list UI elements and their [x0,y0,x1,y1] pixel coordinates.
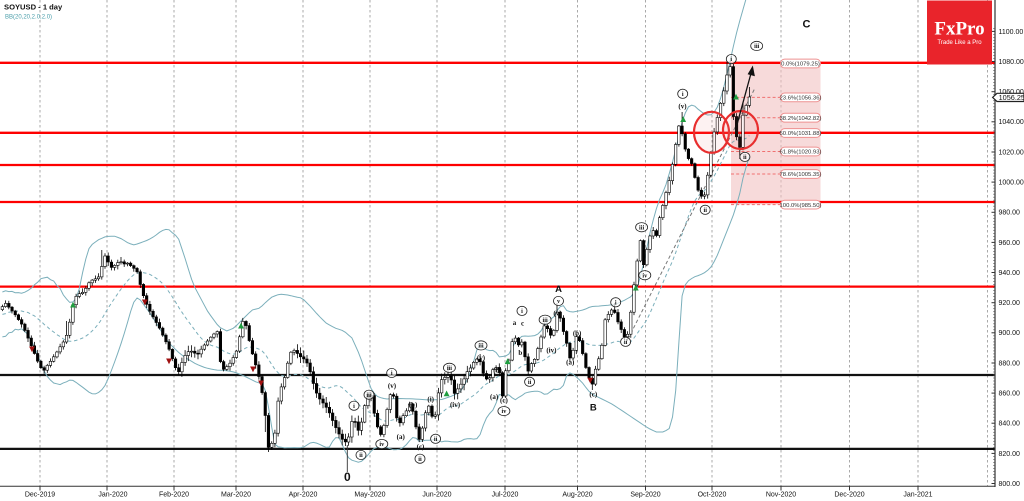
svg-text:iii: iii [366,392,371,399]
svg-text:Oct-2020: Oct-2020 [698,492,727,499]
svg-text:1100.00: 1100.00 [999,29,1024,36]
svg-text:(v): (v) [678,103,687,111]
svg-text:78.6%(1005.35): 78.6%(1005.35) [780,172,822,178]
svg-text:1040.00: 1040.00 [999,119,1024,126]
svg-text:960.00: 960.00 [999,240,1021,247]
svg-text:Jun-2020: Jun-2020 [422,492,451,499]
svg-text:ii: ii [624,339,628,346]
svg-text:1060.00: 1060.00 [999,89,1024,96]
svg-text:(iv): (iv) [450,401,461,409]
svg-text:i: i [353,403,355,410]
svg-text:iii: iii [478,343,483,350]
svg-text:880.00: 880.00 [999,360,1021,367]
svg-text:(i): (i) [427,396,434,404]
svg-text:Dec-2019: Dec-2019 [25,492,55,499]
svg-text:iii: iii [754,43,759,50]
svg-text:iii: iii [639,224,644,231]
svg-text:(b): (b) [573,330,582,338]
svg-text:Dec-2020: Dec-2020 [834,492,864,499]
svg-text:(a): (a) [397,433,406,441]
svg-text:iv: iv [501,408,507,415]
svg-text:(a): (a) [490,393,499,401]
svg-text:FxPro: FxPro [934,19,984,40]
svg-text:ii: ii [359,452,363,459]
svg-text:0: 0 [344,470,351,484]
svg-text:A: A [555,284,562,295]
svg-text:50.0%(1031.88): 50.0%(1031.88) [780,131,822,137]
svg-text:C: C [803,19,811,31]
svg-text:Mar-2020: Mar-2020 [221,492,251,499]
svg-text:ii: ii [743,154,747,161]
svg-text:(b): (b) [493,366,502,374]
svg-text:BB(20,20,2.0,2.0): BB(20,20,2.0,2.0) [5,14,52,20]
svg-text:i: i [730,56,732,63]
svg-text:ii: ii [528,379,532,386]
svg-text:B: B [590,403,597,414]
svg-text:(a): (a) [566,359,575,367]
svg-text:iv: iv [379,441,385,448]
svg-text:v: v [557,298,561,305]
svg-text:(c): (c) [417,443,425,451]
svg-text:Nov-2020: Nov-2020 [766,492,796,499]
svg-text:ii: ii [703,207,707,214]
svg-text:ii: ii [434,436,438,443]
svg-text:820.00: 820.00 [999,451,1021,458]
svg-text:May-2020: May-2020 [354,492,385,499]
svg-text:980.00: 980.00 [999,210,1021,217]
svg-text:1020.00: 1020.00 [999,149,1024,156]
svg-text:i: i [521,308,523,315]
svg-text:(v): (v) [388,382,397,390]
svg-text:1000.00: 1000.00 [999,180,1024,187]
svg-text:(iv): (iv) [546,347,557,355]
svg-text:900.00: 900.00 [999,330,1021,337]
svg-text:iii: iii [543,317,548,324]
svg-text:23.6%(1056.36): 23.6%(1056.36) [780,96,822,102]
svg-text:100.0%(985.50): 100.0%(985.50) [780,203,822,209]
svg-text:Trade Like a Pro: Trade Like a Pro [937,40,982,46]
svg-text:860.00: 860.00 [999,391,1021,398]
svg-text:1080.00: 1080.00 [999,59,1024,66]
svg-text:Apr-2020: Apr-2020 [289,492,318,499]
svg-text:(b): (b) [409,401,418,409]
svg-text:Sep-2020: Sep-2020 [630,492,660,499]
svg-text:(v): (v) [477,354,486,362]
svg-text:Feb-2020: Feb-2020 [159,492,189,499]
svg-text:(c): (c) [589,391,597,399]
svg-text:iv: iv [642,272,648,279]
svg-text:ii: ii [418,456,422,463]
svg-text:i: i [682,91,684,98]
svg-text:940.00: 940.00 [999,270,1021,277]
svg-text:i: i [391,370,393,377]
svg-text:61.8%(1020.93): 61.8%(1020.93) [780,150,822,156]
svg-text:(v): (v) [553,309,562,317]
svg-text:840.00: 840.00 [999,421,1021,428]
svg-text:800.00: 800.00 [999,481,1021,488]
svg-text:Jan-2020: Jan-2020 [98,492,127,499]
svg-text:b: b [518,349,522,357]
svg-text:0.0%(1079.25): 0.0%(1079.25) [781,62,820,68]
svg-text:1056.25: 1056.25 [999,93,1024,102]
svg-text:c: c [521,320,524,328]
svg-text:Aug-2020: Aug-2020 [562,492,592,499]
svg-text:SOYUSD - 1 day: SOYUSD - 1 day [4,2,63,11]
svg-text:920.00: 920.00 [999,300,1021,307]
svg-text:a: a [513,319,517,327]
svg-text:Jul-2020: Jul-2020 [492,492,519,499]
svg-text:iii: iii [447,365,452,372]
svg-text:i: i [615,299,617,306]
svg-text:38.2%(1042.82): 38.2%(1042.82) [780,116,822,122]
svg-text:Jan-2021: Jan-2021 [903,492,932,499]
svg-text:(c): (c) [500,396,508,404]
